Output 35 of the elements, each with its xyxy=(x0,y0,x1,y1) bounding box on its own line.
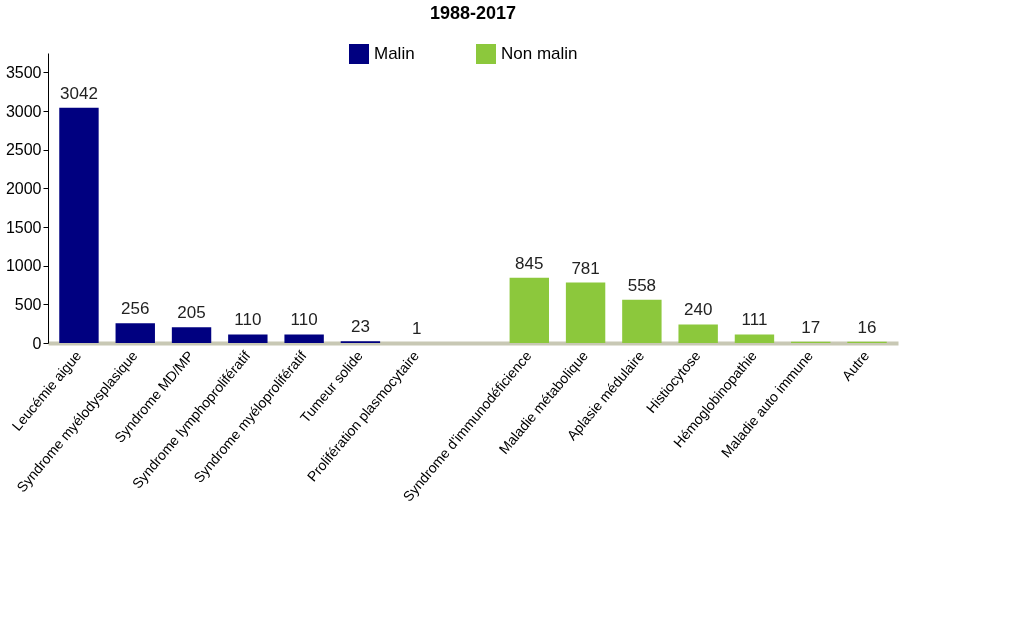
bar xyxy=(171,327,212,343)
data-label: 205 xyxy=(177,303,206,323)
y-tick-label: 3500 xyxy=(5,63,42,81)
data-label: 240 xyxy=(683,300,713,320)
data-label: 1 xyxy=(411,318,422,338)
data-label: 16 xyxy=(857,317,877,337)
data-label: 3042 xyxy=(60,83,98,103)
legend-label: Malin xyxy=(374,44,415,63)
bar xyxy=(115,323,155,343)
y-tick-label: 500 xyxy=(14,295,42,313)
legend-label: Non malin xyxy=(501,44,578,63)
data-label: 558 xyxy=(627,275,657,295)
bar xyxy=(734,334,775,343)
bar xyxy=(284,334,324,343)
chart-title: 1988-2017 xyxy=(429,3,517,23)
bar xyxy=(565,282,606,343)
bar xyxy=(228,334,268,343)
y-tick-label: 1500 xyxy=(5,218,42,236)
bar xyxy=(509,277,549,343)
bar xyxy=(59,107,99,343)
data-label: 110 xyxy=(290,310,318,330)
data-label: 110 xyxy=(234,310,262,330)
data-label: 17 xyxy=(801,317,821,337)
y-tick-label: 1000 xyxy=(5,257,42,275)
bar xyxy=(678,324,718,343)
y-tick-label: 0 xyxy=(32,334,42,352)
data-label: 111 xyxy=(741,310,768,330)
data-label: 781 xyxy=(571,258,600,278)
data-label: 256 xyxy=(121,299,150,319)
bar xyxy=(622,299,662,343)
y-tick-label: 2000 xyxy=(5,179,42,197)
y-tick-label: 2500 xyxy=(5,141,42,159)
y-tick-label: 3000 xyxy=(5,102,42,120)
data-label: 23 xyxy=(350,317,370,337)
data-label: 845 xyxy=(515,253,544,273)
